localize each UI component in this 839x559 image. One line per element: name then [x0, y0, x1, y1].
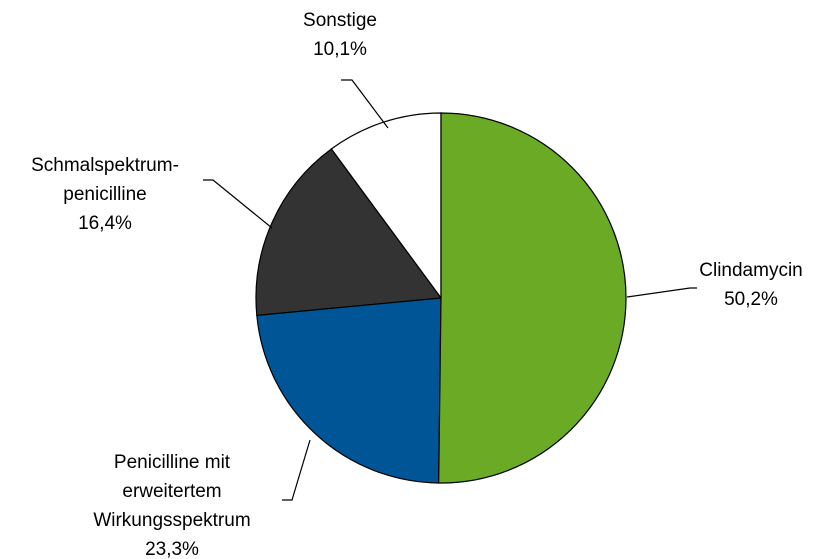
leader-line	[626, 287, 697, 298]
value-label: 16,4%	[78, 213, 132, 234]
slice-label: Clindamycin 50,2%	[621, 256, 839, 314]
pie-slice	[438, 112, 627, 484]
leader-line	[341, 79, 389, 129]
value-label: 23,3%	[145, 539, 199, 559]
category-name: Sonstige	[303, 10, 377, 31]
value-label: 50,2%	[724, 289, 778, 310]
slice-label: Penicilline mit erweitertem Wirkungsspek…	[42, 448, 302, 559]
category-name: Schmalspektrum- penicilline	[31, 155, 179, 205]
pie-slice	[255, 148, 443, 317]
pie-slice	[256, 297, 442, 484]
value-label: 10,1%	[313, 39, 367, 60]
category-name: Penicilline mit erweitertem Wirkungsspek…	[93, 452, 251, 531]
category-name: Clindamycin	[699, 260, 803, 281]
leader-line	[282, 439, 311, 501]
leader-line	[203, 179, 273, 229]
slice-label: Schmalspektrum- penicilline 16,4%	[0, 151, 235, 238]
slice-label: Sonstige 10,1%	[210, 6, 470, 64]
